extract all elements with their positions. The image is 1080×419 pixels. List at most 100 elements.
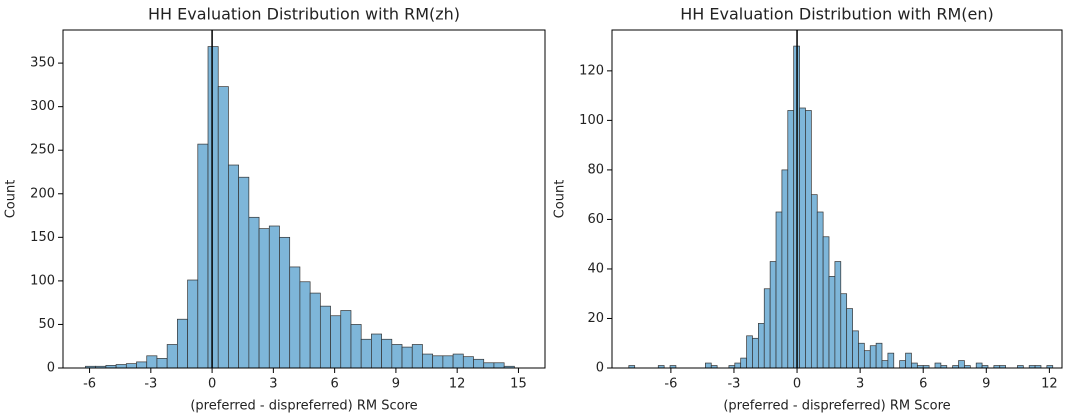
y-tick-label: 350 <box>30 56 55 71</box>
x-tick-label: -3 <box>144 377 157 392</box>
bar <box>740 357 747 369</box>
bar <box>115 364 127 369</box>
bar <box>493 362 505 369</box>
x-tick-label: 3 <box>269 377 277 392</box>
bar <box>238 176 250 369</box>
bar <box>452 353 464 369</box>
bar <box>763 288 771 369</box>
bar <box>432 355 444 369</box>
bar <box>805 110 812 369</box>
bar <box>207 46 219 369</box>
x-tick-label: 6 <box>919 377 927 392</box>
y-tick-label: 60 <box>587 212 604 227</box>
y-tick-label: 100 <box>30 273 55 288</box>
bar <box>846 308 853 369</box>
bar <box>136 361 148 369</box>
bar <box>822 236 830 369</box>
bar <box>905 352 912 369</box>
bar <box>360 338 372 369</box>
bar <box>248 216 260 369</box>
x-tick-label: 0 <box>793 377 801 392</box>
bar <box>197 143 209 369</box>
bar <box>810 194 818 369</box>
bar <box>442 355 454 369</box>
bar <box>911 362 918 369</box>
bar <box>187 279 199 369</box>
bar <box>734 362 742 369</box>
bar <box>781 169 789 369</box>
bar <box>309 292 321 369</box>
x-tick-label: -6 <box>664 377 677 392</box>
bar <box>787 110 795 369</box>
bar <box>799 107 806 369</box>
bar <box>869 345 877 369</box>
y-tick-label: 120 <box>579 63 604 78</box>
bar <box>746 335 753 369</box>
bar <box>816 211 824 369</box>
y-tick-label: 150 <box>30 230 55 245</box>
bar <box>289 266 301 369</box>
bar <box>411 344 423 369</box>
bar <box>146 355 158 369</box>
chart-title: HH Evaluation Distribution with RM(zh) <box>148 5 460 24</box>
x-tick-label: 6 <box>330 377 338 392</box>
bar <box>858 342 865 369</box>
bar <box>473 358 485 369</box>
y-axis-label: Count <box>4 180 19 219</box>
bar <box>863 350 871 369</box>
x-tick-label: 12 <box>1041 377 1058 392</box>
bar <box>834 261 842 369</box>
bar <box>422 353 434 369</box>
bar <box>330 315 342 369</box>
bar <box>828 276 836 369</box>
bar <box>462 356 474 369</box>
bar <box>899 360 906 369</box>
bar <box>975 362 983 369</box>
bar <box>401 346 413 369</box>
bar <box>934 362 942 369</box>
y-tick-label: 20 <box>587 311 604 326</box>
bar <box>391 344 403 369</box>
x-tick-label: 12 <box>449 377 466 392</box>
bar <box>887 352 895 369</box>
bar <box>752 337 759 369</box>
bar <box>350 324 362 369</box>
bar <box>705 362 712 369</box>
bar <box>758 323 765 369</box>
y-tick-label: 0 <box>47 361 55 376</box>
x-tick-label: 3 <box>856 377 864 392</box>
bar <box>371 333 382 369</box>
y-axis-label: Count <box>553 180 568 219</box>
bar <box>177 318 188 369</box>
y-tick-label: 200 <box>30 186 55 201</box>
y-tick-label: 100 <box>579 113 604 128</box>
bar <box>852 330 859 369</box>
bar <box>228 164 239 369</box>
x-tick-label: -6 <box>83 377 96 392</box>
bar <box>299 281 311 369</box>
bar <box>217 86 229 369</box>
bar <box>840 293 848 369</box>
axes-frame <box>62 29 546 369</box>
bar <box>156 358 168 369</box>
bar <box>279 236 291 369</box>
x-tick-label: -3 <box>727 377 740 392</box>
axes-frame <box>611 29 1063 369</box>
bar <box>258 228 270 369</box>
bar <box>775 211 783 369</box>
x-tick-label: 15 <box>510 377 527 392</box>
y-tick-label: 300 <box>30 99 55 114</box>
bar <box>881 360 889 369</box>
y-tick-label: 40 <box>587 261 604 276</box>
y-tick-label: 50 <box>38 317 55 332</box>
y-tick-label: 250 <box>30 143 55 158</box>
bar <box>958 360 965 369</box>
chart-title: HH Evaluation Distribution with RM(en) <box>680 5 994 24</box>
y-tick-label: 80 <box>587 162 604 177</box>
bar <box>769 261 777 369</box>
bar <box>340 310 352 369</box>
bar <box>483 362 495 369</box>
bar <box>166 344 178 369</box>
bar <box>875 342 883 369</box>
